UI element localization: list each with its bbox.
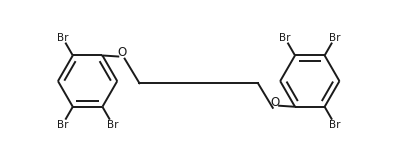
- Text: Br: Br: [57, 33, 68, 43]
- Text: Br: Br: [279, 33, 290, 43]
- Text: O: O: [118, 46, 126, 59]
- Text: Br: Br: [107, 120, 118, 130]
- Text: Br: Br: [329, 33, 341, 43]
- Text: O: O: [271, 96, 280, 109]
- Text: Br: Br: [329, 120, 341, 130]
- Text: Br: Br: [57, 120, 68, 130]
